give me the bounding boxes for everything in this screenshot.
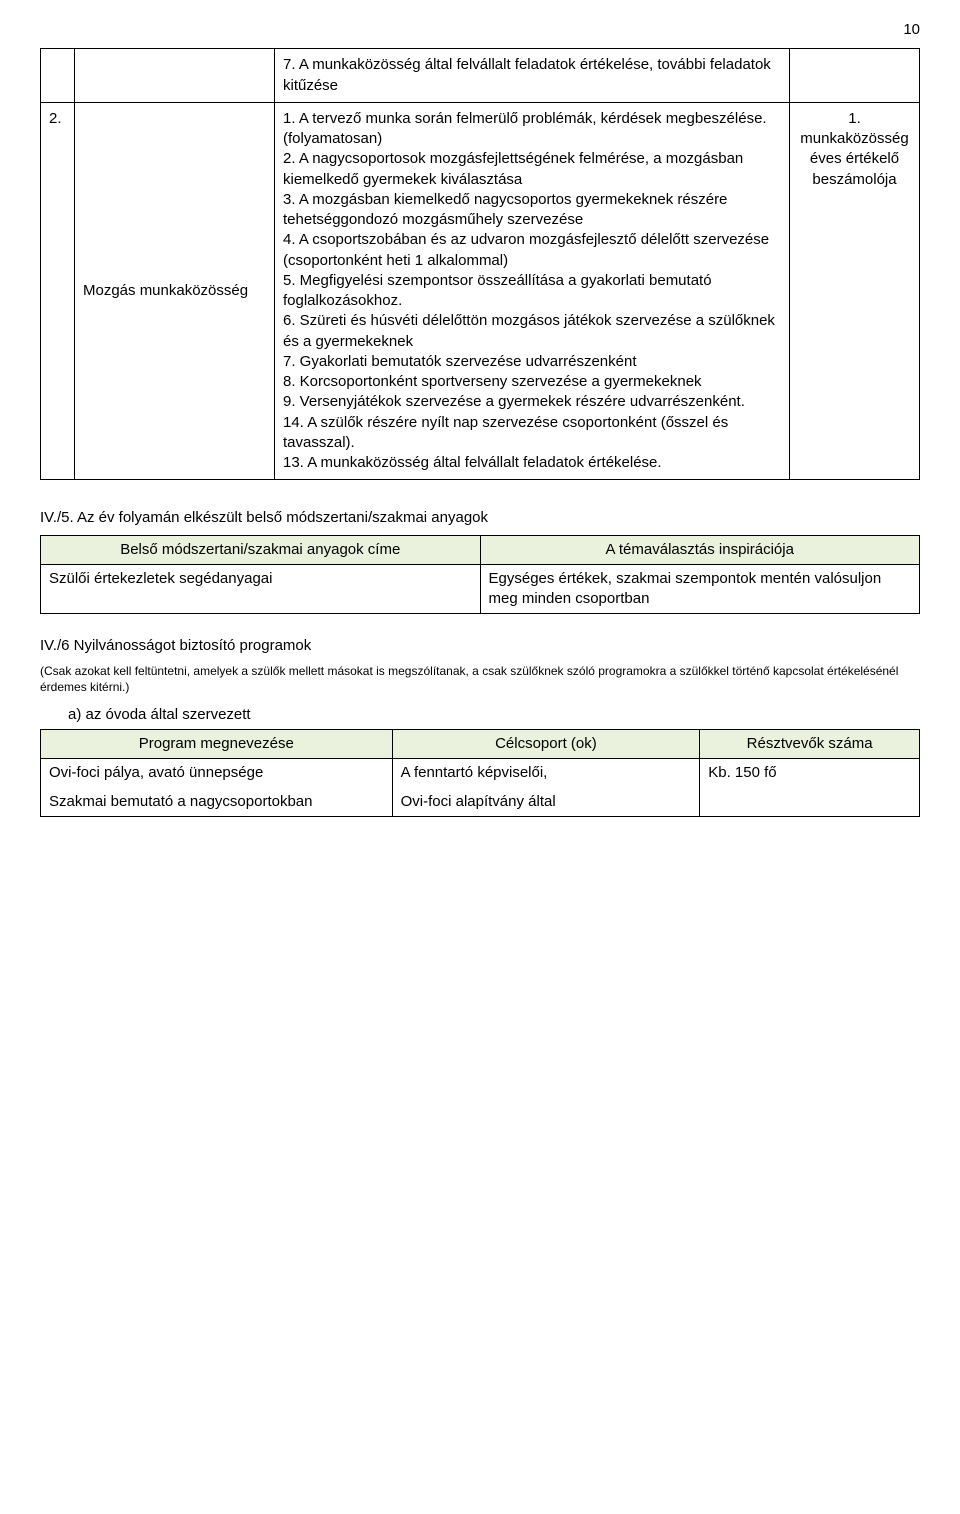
cell-tasks-top: 7. A munkaközösség által felvállalt fela… (275, 49, 790, 103)
cell-right-empty (790, 49, 920, 103)
table-row: 7. A munkaközösség által felvállalt fela… (41, 49, 920, 103)
cell-name: Mozgás munkaközösség (75, 102, 275, 480)
table-row: Ovi-foci pálya, avató ünnepsége A fennta… (41, 759, 920, 788)
table-row: Szülői értekezletek segédanyagai Egysége… (41, 564, 920, 614)
list-item-a: a) az óvoda által szervezett (68, 705, 920, 725)
cell-title: Szülői értekezletek segédanyagai (41, 564, 481, 614)
cell-right: 1. munkaközösség éves értékelő beszámoló… (790, 102, 920, 480)
cell-inspiration: Egységes értékek, szakmai szempontok men… (480, 564, 920, 614)
cell-tasks: 1. A tervező munka során felmerülő probl… (275, 102, 790, 480)
section-5-heading: IV./5. Az év folyamán elkészült belső mó… (40, 508, 920, 528)
col-header-target: Célcsoport (ok) (392, 730, 700, 759)
cell-count: Kb. 150 fő (700, 759, 920, 788)
table-row: 2. Mozgás munkaközösség 1. A tervező mun… (41, 102, 920, 480)
col-header-inspiration: A témaválasztás inspirációja (480, 535, 920, 564)
col-header-title: Belső módszertani/szakmai anyagok címe (41, 535, 481, 564)
table-row: Szakmai bemutató a nagycsoportokban Ovi-… (41, 788, 920, 817)
section-6-heading: IV./6 Nyilvánosságot biztosító programok (40, 636, 920, 656)
cell-num-empty (41, 49, 75, 103)
cell-num: 2. (41, 102, 75, 480)
cell-name-empty (75, 49, 275, 103)
col-header-program: Program megnevezése (41, 730, 393, 759)
table-header-row: Belső módszertani/szakmai anyagok címe A… (41, 535, 920, 564)
cell-target: Ovi-foci alapítvány által (392, 788, 700, 817)
cell-target: A fenntartó képviselői, (392, 759, 700, 788)
section-6-table: Program megnevezése Célcsoport (ok) Rész… (40, 729, 920, 817)
page-number: 10 (40, 20, 920, 40)
section-6-note: (Csak azokat kell feltüntetni, amelyek a… (40, 663, 920, 695)
cell-count-empty (700, 788, 920, 817)
section-5-table: Belső módszertani/szakmai anyagok címe A… (40, 535, 920, 615)
table-header-row: Program megnevezése Célcsoport (ok) Rész… (41, 730, 920, 759)
main-table: 7. A munkaközösség által felvállalt fela… (40, 48, 920, 480)
cell-program: Ovi-foci pálya, avató ünnepsége (41, 759, 393, 788)
col-header-count: Résztvevők száma (700, 730, 920, 759)
cell-program: Szakmai bemutató a nagycsoportokban (41, 788, 393, 817)
